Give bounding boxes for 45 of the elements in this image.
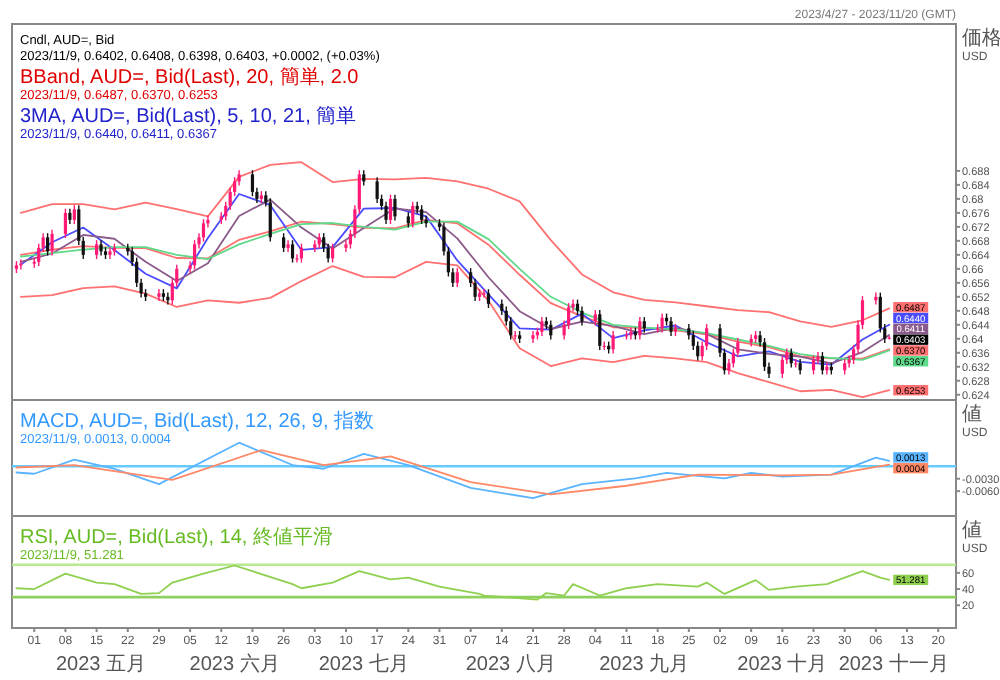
annotation: 3MA, AUD=, Bid(Last), 5, 10, 21, 簡単 <box>20 104 357 128</box>
candlestick <box>268 197 272 243</box>
candlestick <box>290 239 295 264</box>
candlestick <box>50 228 54 257</box>
candlestick <box>669 316 673 337</box>
candlestick <box>384 200 388 225</box>
x2-tick-label: 2023 五月 <box>56 654 147 676</box>
candlestick <box>286 239 290 253</box>
x2-tick-label: 2023 七月 <box>318 652 409 676</box>
candlestick <box>95 239 99 260</box>
candlestick <box>72 204 76 225</box>
annotation: MACD, AUD=, Bid(Last), 12, 26, 9, 指数 <box>20 409 375 433</box>
x2-tick-label: 2023 十月 <box>737 652 828 676</box>
annotation: BBand, AUD=, Bid(Last), 20, 簡単, 2.0 <box>20 65 360 89</box>
candlestick <box>482 288 486 299</box>
candlestick <box>540 316 544 337</box>
x2-tick-label: 2023 六月 <box>189 652 280 676</box>
candlestick <box>63 207 68 239</box>
candlestick <box>46 232 50 257</box>
candlestick <box>192 239 197 271</box>
candlestick <box>157 288 161 302</box>
candlestick <box>762 337 767 372</box>
candlestick <box>201 218 206 243</box>
candlestick <box>580 305 584 327</box>
candlestick <box>282 232 286 253</box>
candlestick <box>611 330 615 355</box>
candlestick <box>780 354 784 379</box>
candlestick <box>455 267 459 288</box>
candlestick <box>250 169 255 197</box>
x2-tick-label: 2023 九月 <box>599 652 690 676</box>
candlestick <box>629 326 633 341</box>
candlestick <box>638 316 642 341</box>
candlestick <box>420 204 424 225</box>
candlestick <box>598 309 602 351</box>
candlestick <box>531 330 535 344</box>
candlestick <box>388 193 393 225</box>
candlestick <box>393 193 397 222</box>
candlestick <box>411 200 415 229</box>
x2-tick-label: 2023 八月 <box>465 654 556 676</box>
candlestick <box>486 288 491 309</box>
x2-tick-label: 2023 十一月 <box>838 652 949 676</box>
annotation: RSI, AUD=, Bid(Last), 14, 終値平滑 <box>20 525 333 549</box>
candlestick <box>375 176 379 204</box>
candlestick <box>108 246 112 260</box>
candlestick <box>820 351 825 376</box>
